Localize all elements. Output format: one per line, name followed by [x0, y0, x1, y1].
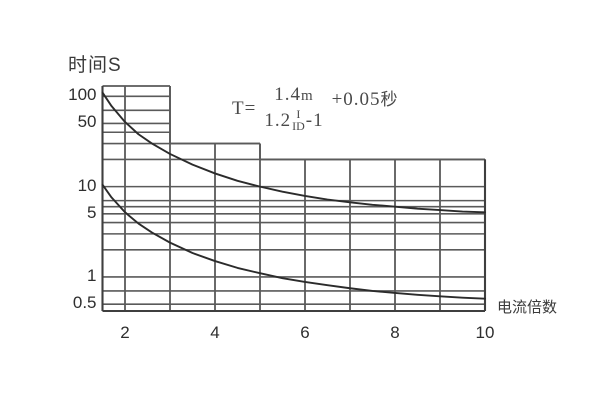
x-tick-label: 8: [390, 323, 400, 342]
formula-lhs: T=: [232, 97, 257, 119]
curve-upper-curve: [101, 91, 486, 214]
y-tick-label: 100: [68, 85, 97, 105]
y-tick-label: 0.5: [72, 293, 97, 313]
formula-fraction: 1.4m 1.2 I ID -1: [264, 82, 323, 133]
curve-lower-curve: [101, 183, 486, 300]
x-tick-label: 4: [210, 323, 220, 342]
formula-exponent-numerator: I: [296, 106, 301, 121]
x-tick-label: 10: [475, 323, 495, 342]
formula-numerator-value: 1.4: [274, 84, 301, 105]
formula-numerator-unit: m: [300, 88, 314, 104]
formula-denominator-tail: -1: [305, 109, 324, 131]
y-axis-title: 时间S: [68, 55, 122, 76]
y-tick-label: 10: [77, 175, 97, 195]
formula-denominator: 1.2 I ID -1: [264, 108, 323, 134]
formula-tail: +0.05秒: [332, 82, 399, 111]
formula-exponent-fraction: I ID: [292, 108, 305, 133]
y-tick-label: 50: [77, 112, 97, 132]
formula-annotation: T= 1.4m 1.2 I ID -1 +0.05秒: [232, 82, 399, 133]
formula-denominator-base: 1.2: [264, 109, 292, 131]
formula-exponent-denominator: ID: [292, 119, 305, 134]
y-tick-label: 1: [87, 265, 97, 285]
formula-numerator: 1.4m: [274, 82, 313, 108]
x-tick-label: 6: [300, 323, 310, 342]
x-axis-title: 电流倍数: [497, 299, 558, 316]
x-tick-label: 2: [120, 323, 130, 342]
formula-tail-unit: 秒: [380, 90, 399, 109]
formula-tail-value: +0.05: [331, 89, 381, 110]
y-tick-label: 5: [87, 202, 97, 222]
